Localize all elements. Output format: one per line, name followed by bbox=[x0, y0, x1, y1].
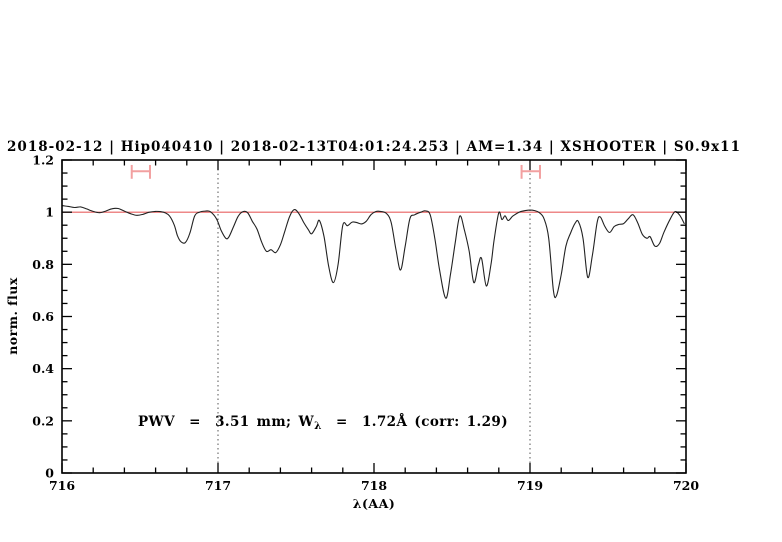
pwv-annotation-main: PWV = 3.51 mm; W bbox=[138, 414, 315, 430]
y-tick-label: 1.2 bbox=[32, 153, 54, 168]
y-tick-labels: 0 0.2 0.4 0.6 0.8 1 1.2 bbox=[32, 153, 54, 481]
spectrum-line bbox=[61, 205, 685, 299]
x-tick-label: 718 bbox=[361, 478, 387, 493]
plot-frame bbox=[61, 159, 687, 474]
pwv-marker bbox=[130, 164, 151, 179]
pwv-annotation: PWV = 3.51 mm; Wλ = 1.72Å (corr: 1.29) bbox=[138, 414, 508, 432]
y-tick-label: 0.2 bbox=[32, 413, 54, 428]
pwv-annotation-subscript: λ bbox=[314, 420, 322, 432]
pwv-interval-markers bbox=[130, 164, 541, 179]
pwv-marker bbox=[520, 164, 541, 179]
x-tick-label: 720 bbox=[673, 478, 699, 493]
y-tick-label: 0.8 bbox=[32, 257, 54, 272]
spectrum-curve bbox=[61, 205, 685, 299]
x-tick-label: 719 bbox=[517, 478, 543, 493]
y-tick-label: 0.4 bbox=[32, 361, 54, 376]
y-tick-label: 0 bbox=[45, 466, 54, 481]
x-axis-label: λ(AA) bbox=[353, 496, 396, 511]
axis-ticks bbox=[61, 159, 687, 474]
y-tick-label: 1 bbox=[45, 205, 54, 220]
x-tick-labels: 716 717 718 719 720 bbox=[49, 478, 699, 493]
y-tick-label: 0.6 bbox=[32, 309, 54, 324]
pwv-annotation-rest: = 1.72Å (corr: 1.29) bbox=[322, 414, 508, 430]
y-axis-label: norm. flux bbox=[5, 277, 20, 355]
x-tick-label: 717 bbox=[205, 478, 231, 493]
x-tick-label: 716 bbox=[49, 478, 75, 493]
plot-title: 2018-02-12 | Hip040410 | 2018-02-13T04:0… bbox=[7, 139, 741, 155]
